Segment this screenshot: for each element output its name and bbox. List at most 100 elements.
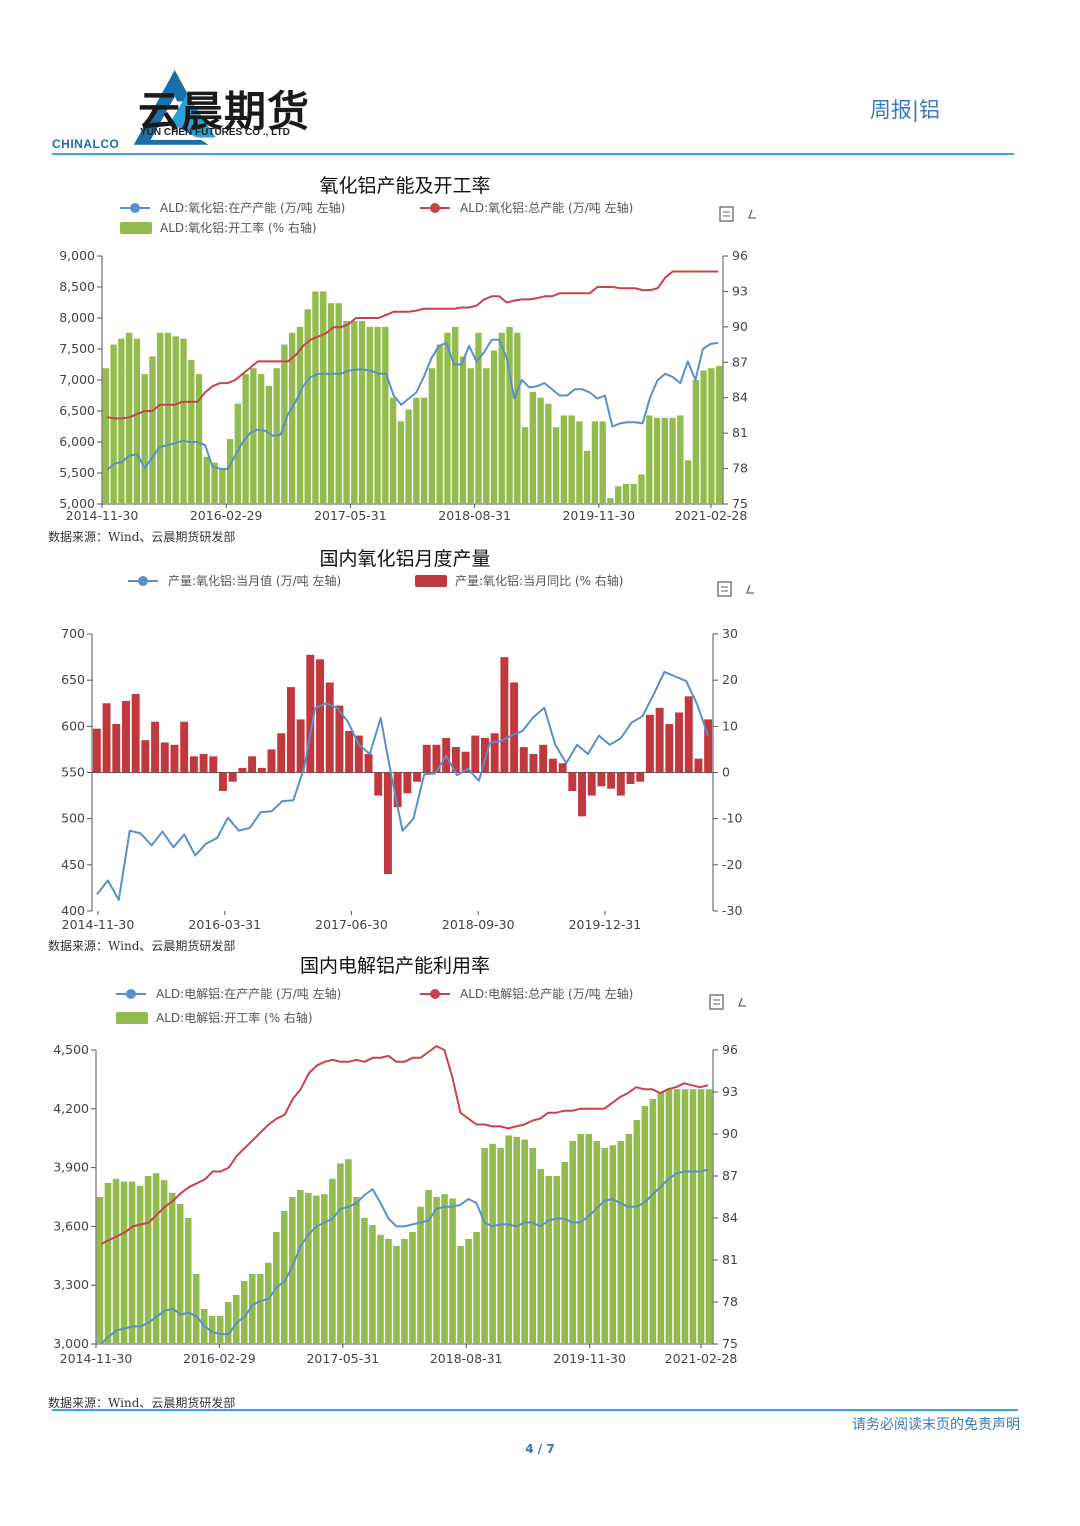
left-tick-label: 3,300 bbox=[53, 1277, 89, 1292]
bar bbox=[585, 1134, 593, 1344]
bar bbox=[422, 744, 431, 773]
bar bbox=[160, 742, 169, 773]
left-tick-label: 500 bbox=[61, 811, 85, 826]
left-tick-label: 4,200 bbox=[53, 1101, 89, 1116]
bar bbox=[684, 696, 693, 773]
bar bbox=[110, 344, 117, 504]
bar bbox=[131, 694, 140, 773]
bar bbox=[366, 326, 373, 504]
bar bbox=[120, 1181, 128, 1344]
bar bbox=[312, 291, 319, 504]
chart-electrolytic-aluminum-svg: 国内电解铝产能利用率 ALD:电解铝:在产产能 (万/吨 左轴) ALD:电解铝:总… bbox=[53, 955, 746, 1366]
bar bbox=[195, 374, 203, 504]
legend-label: ALD:氧化铝:总产能 (万/吨 左轴) bbox=[460, 200, 633, 215]
bar bbox=[433, 1197, 440, 1344]
page-number: 4 / 7 bbox=[525, 1442, 555, 1456]
bar bbox=[505, 1135, 512, 1344]
bar bbox=[232, 1295, 240, 1344]
bar bbox=[497, 1148, 504, 1344]
bar bbox=[345, 730, 354, 773]
chart-electrolytic-aluminum: 国内电解铝产能利用率 ALD:电解铝:在产产能 (万/吨 左轴) ALD:电解铝:总… bbox=[40, 950, 780, 1370]
legend-swatch-dot bbox=[430, 989, 440, 999]
bar bbox=[607, 772, 616, 789]
legend-label: ALD:氧化铝:在产产能 (万/吨 左轴) bbox=[160, 200, 345, 215]
bar bbox=[180, 721, 189, 773]
bar bbox=[665, 724, 674, 773]
bar bbox=[449, 1198, 456, 1344]
right-tick-label: 75 bbox=[732, 496, 748, 511]
bar bbox=[601, 1148, 609, 1344]
series-line-blue bbox=[106, 338, 719, 471]
right-tick-label: 78 bbox=[732, 461, 748, 476]
bar bbox=[657, 1092, 665, 1344]
bar bbox=[238, 767, 247, 773]
bar bbox=[393, 1246, 400, 1344]
bar bbox=[413, 772, 422, 782]
data-source-2: 数据来源：Wind、云晨期货研发部 bbox=[48, 939, 236, 953]
bar bbox=[248, 1274, 256, 1344]
bar bbox=[192, 1274, 200, 1344]
right-tick-label: 87 bbox=[732, 354, 748, 369]
bar bbox=[374, 772, 383, 796]
bar bbox=[715, 365, 723, 504]
x-tick-label: 2017-06-30 bbox=[315, 917, 388, 932]
bar bbox=[649, 1099, 657, 1344]
bar bbox=[467, 368, 474, 504]
bar bbox=[436, 344, 443, 504]
bar bbox=[343, 320, 350, 504]
bar bbox=[689, 1089, 697, 1344]
left-tick-label: 600 bbox=[61, 718, 85, 733]
bar bbox=[226, 439, 234, 504]
left-tick-label: 700 bbox=[61, 626, 85, 641]
bar bbox=[578, 772, 586, 817]
bar bbox=[653, 417, 661, 504]
chart-title: 国内电解铝产能利用率 bbox=[300, 955, 490, 977]
bar bbox=[420, 397, 428, 504]
x-tick-label: 2021-02-28 bbox=[665, 1351, 738, 1366]
bar bbox=[329, 1178, 336, 1344]
bar bbox=[112, 724, 121, 773]
disclaimer-link[interactable]: 请务必阅读末页的免责声明 bbox=[852, 1417, 1020, 1433]
data-view-icon bbox=[717, 581, 732, 597]
bar bbox=[358, 320, 366, 504]
bar bbox=[304, 309, 311, 504]
chart-title: 氧化铝产能及开工率 bbox=[319, 175, 490, 197]
bar bbox=[393, 772, 402, 808]
right-tick-label: 90 bbox=[722, 1126, 738, 1141]
x-tick-label: 2018-09-30 bbox=[442, 917, 515, 932]
bar bbox=[160, 1180, 168, 1344]
bar bbox=[281, 1211, 288, 1344]
bar bbox=[457, 1246, 464, 1344]
bar bbox=[489, 1143, 496, 1344]
bar bbox=[622, 483, 630, 504]
bar bbox=[289, 1197, 296, 1344]
right-tick-label: -10 bbox=[722, 811, 742, 826]
chart-title: 国内氧化铝月度产量 bbox=[319, 548, 490, 570]
bar bbox=[568, 772, 577, 791]
bar bbox=[321, 1194, 328, 1344]
bar bbox=[199, 754, 208, 773]
x-tick-label: 2014-11-30 bbox=[60, 1351, 133, 1366]
right-tick-label: 96 bbox=[732, 248, 748, 263]
legend-swatch-bar bbox=[415, 575, 447, 587]
bar bbox=[513, 1136, 520, 1344]
bar bbox=[646, 415, 653, 504]
right-tick-label: 84 bbox=[722, 1210, 738, 1225]
bar bbox=[234, 403, 242, 504]
bar bbox=[591, 421, 599, 504]
bar bbox=[417, 1206, 424, 1344]
left-tick-label: 400 bbox=[61, 903, 85, 918]
left-tick-label: 3,000 bbox=[53, 1336, 89, 1351]
bar bbox=[539, 744, 548, 773]
bar bbox=[209, 756, 218, 773]
bar bbox=[248, 756, 257, 773]
bar bbox=[552, 427, 560, 504]
bar bbox=[593, 1141, 601, 1344]
left-tick-label: 5,000 bbox=[59, 496, 95, 511]
series-line-red bbox=[100, 1045, 709, 1245]
bar bbox=[630, 483, 637, 504]
bar bbox=[176, 1204, 184, 1344]
bar bbox=[240, 1281, 248, 1344]
x-tick-label: 2019-11-30 bbox=[553, 1351, 626, 1366]
bar bbox=[325, 682, 334, 773]
